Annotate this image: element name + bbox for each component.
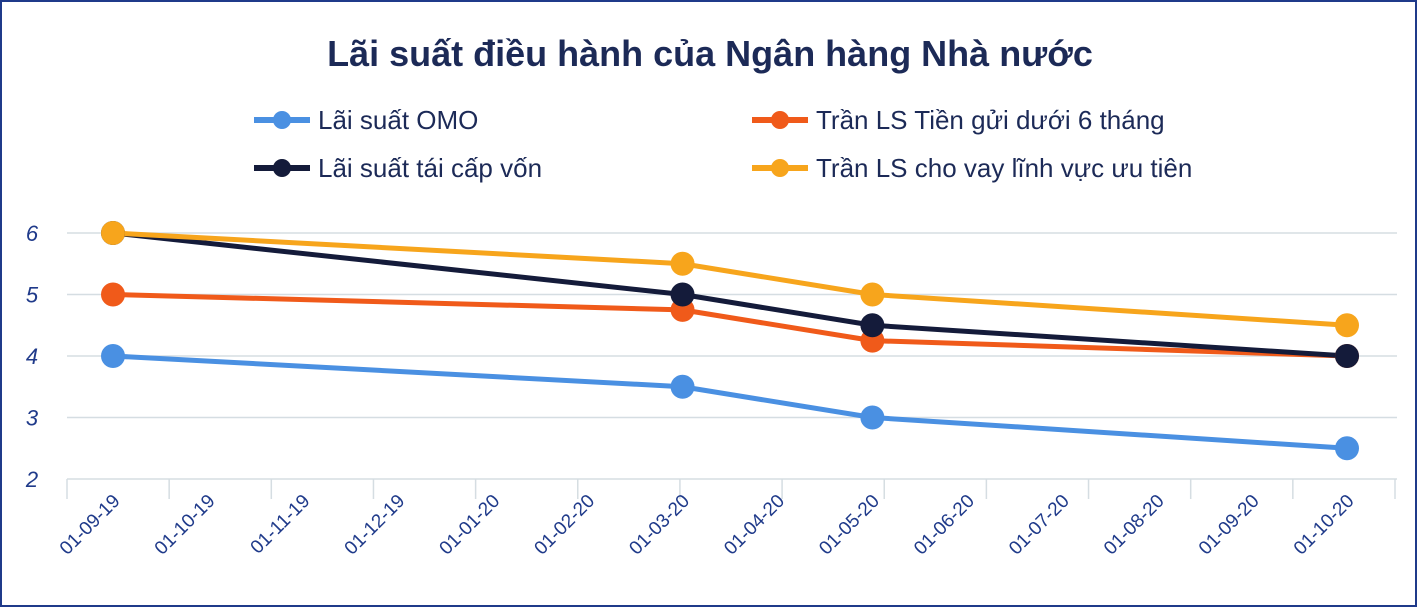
legend-swatch-marker [273,111,291,129]
legend-item-lai-suat-tai-cap-von: Lãi suất tái cấp vốn [254,153,542,183]
x-tick-label: 01-03-20 [625,491,694,560]
x-tick-label: 01-10-20 [1290,491,1359,560]
y-axis: 2 3 4 5 6 [25,221,39,492]
legend-label: Trần LS Tiền gửi dưới 6 tháng [816,105,1165,135]
series-line-lai-suat-omo [110,353,1350,451]
series-line-lai-suat-tai-cap-von [110,230,1350,359]
x-tick-label: 01-09-20 [1195,491,1264,560]
data-point-lai-suat-omo [860,405,885,430]
x-tick-label: 01-08-20 [1100,491,1169,560]
data-point-tran-ls-cho-vay-linh-vuc-uu-tien [101,221,125,245]
x-tick-label: 01-11-19 [247,491,315,559]
y-tick-label: 6 [26,221,39,246]
legend-item-tran-ls-tien-gui-duoi-6-thang: Trần LS Tiền gửi dưới 6 tháng [752,105,1165,135]
x-tick-label: 01-05-20 [815,491,884,560]
series-markers [101,221,1359,461]
x-tick-label: 01-10-19 [151,491,220,560]
data-point-lai-suat-tai-cap-von [1335,344,1359,368]
data-point-tran-ls-tien-gui-duoi-6-thang [101,282,125,307]
x-tick-label: 01-12-19 [341,491,410,560]
series-line-tran-ls-cho-vay-linh-vuc-uu-tien [110,230,1350,328]
legend-swatch-marker [771,159,789,177]
legend-label: Lãi suất tái cấp vốn [318,153,542,183]
data-point-lai-suat-omo [670,374,695,399]
data-point-lai-suat-omo [101,344,125,368]
x-tick-label: 01-06-20 [910,491,979,560]
x-axis: 01-09-19 01-10-19 01-11-19 01-12-19 01-01-20… [56,479,1396,560]
chart-title: Lãi suất điều hành của Ngân hàng Nhà nướ… [327,33,1093,74]
x-tick-label: 01-07-20 [1005,491,1074,560]
gridlines [67,232,1397,480]
y-tick-label: 3 [26,406,39,431]
data-point-lai-suat-tai-cap-von [670,282,695,307]
series-lines [110,230,1350,451]
data-point-tran-ls-cho-vay-linh-vuc-uu-tien [670,251,695,276]
legend-swatch-marker [273,159,291,177]
y-tick-label: 2 [25,467,38,492]
y-tick-label: 4 [26,344,38,369]
legend: Lãi suất OMO Trần LS Tiền gửi dưới 6 thán… [254,105,1192,183]
legend-swatch-marker [771,111,789,129]
data-point-lai-suat-omo [1335,436,1359,461]
legend-item-tran-ls-cho-vay-linh-vuc-uu-tien: Trần LS cho vay lĩnh vực ưu tiên [752,153,1192,183]
x-tick-label: 01-01-20 [436,491,505,560]
data-point-tran-ls-cho-vay-linh-vuc-uu-tien [860,282,885,307]
y-tick-label: 5 [26,283,39,308]
legend-label: Lãi suất OMO [318,105,478,135]
x-tick-label: 01-09-19 [56,491,125,560]
series-line-tran-ls-tien-gui-duoi-6-thang [110,292,1350,359]
data-point-lai-suat-tai-cap-von [860,313,885,338]
x-tick-label: 01-04-20 [720,491,789,560]
x-tick-label: 01-02-20 [531,491,600,560]
data-point-tran-ls-cho-vay-linh-vuc-uu-tien [1335,313,1359,338]
legend-label: Trần LS cho vay lĩnh vực ưu tiên [816,153,1192,183]
legend-item-lai-suat-omo: Lãi suất OMO [254,105,478,135]
